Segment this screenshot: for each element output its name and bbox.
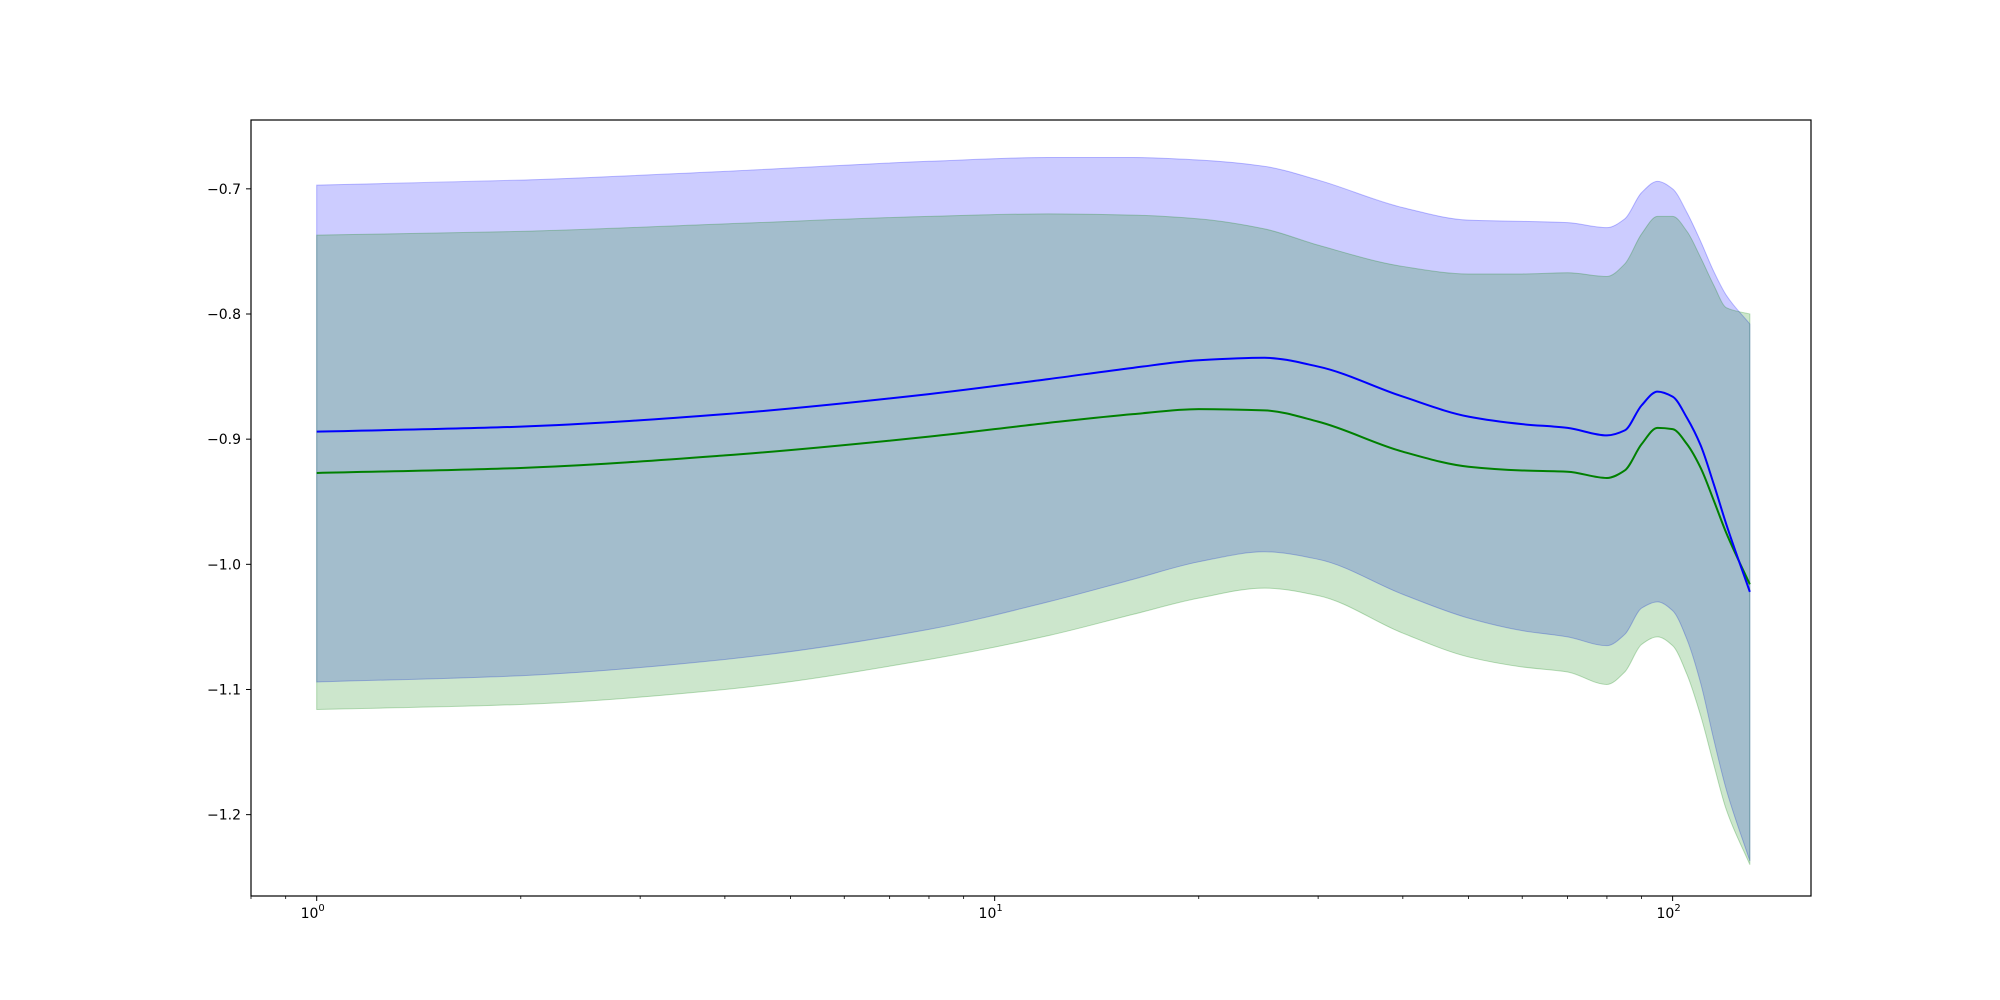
y-tick-label: −1.0 <box>207 557 241 573</box>
x-axis: 100 101 102 <box>250 896 1681 922</box>
y-axis: −0.7 −0.8 −0.9 −1.0 −1.1 −1.2 <box>207 182 251 824</box>
y-tick-label: −0.7 <box>207 182 241 198</box>
axes-frame <box>250 119 1812 897</box>
series-line-1 <box>316 408 1751 585</box>
x-tick-label: 100 <box>301 903 325 922</box>
y-tick-label: −1.1 <box>207 682 241 698</box>
confidence-band-1 <box>316 213 1751 865</box>
x-tick-label: 101 <box>979 903 1003 922</box>
y-tick-label: −1.2 <box>207 808 241 824</box>
y-tick-label: −0.8 <box>207 307 241 323</box>
x-tick-label: 102 <box>1657 903 1681 922</box>
series-line-0 <box>316 356 1751 593</box>
y-tick-label: −0.9 <box>207 432 241 448</box>
plot-area <box>316 157 1751 865</box>
confidence-band-0 <box>316 157 1751 862</box>
